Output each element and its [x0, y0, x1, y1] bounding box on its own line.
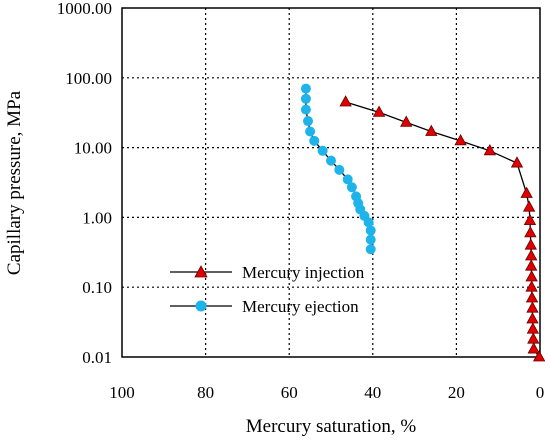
x-axis-label: Mercury saturation, % [246, 416, 417, 437]
x-tick-label: 40 [364, 383, 381, 402]
ejection-data-point [346, 182, 357, 193]
ejection-data-point [300, 104, 311, 115]
injection-data-point [527, 332, 540, 344]
injection-data-point [525, 291, 539, 303]
injection-data-point [525, 259, 538, 271]
plot-frame [121, 7, 541, 358]
ejection-data-point [303, 116, 314, 127]
ticks: 100 80 60 40 20 0 0.01 0.10 1.00 10.00 100.00 1000.… [57, 0, 545, 402]
legend: Mercury injection Mercury ejection [170, 263, 365, 316]
series [300, 83, 546, 362]
ejection-data-point [363, 217, 374, 228]
injection-data-point [425, 124, 438, 136]
ejection-data-point [317, 145, 328, 156]
y-tick-label: 1.00 [82, 208, 112, 227]
ejection-data-point [342, 174, 353, 185]
ejection-data-point [334, 164, 345, 175]
ejection-data-point [300, 93, 311, 104]
y-tick-label: 100.00 [65, 69, 112, 88]
x-tick-label: 20 [448, 383, 465, 402]
ejection-data-point [365, 234, 376, 245]
legend-injection-marker [194, 265, 208, 278]
injection-data-point [400, 115, 413, 127]
ejection-data-point [365, 244, 376, 255]
injection-data-point [510, 156, 524, 168]
injection-data-point [522, 200, 536, 212]
y-tick-label: 0.10 [82, 278, 112, 297]
x-tick-label: 0 [536, 383, 545, 402]
injection-data-point [525, 270, 538, 282]
x-tick-label: 60 [281, 383, 298, 402]
x-tick-label: 80 [197, 383, 214, 402]
ejection-data-point [365, 225, 376, 236]
ejection-data-point [305, 126, 316, 137]
injection-data-point [520, 186, 533, 198]
injection-data-point [526, 301, 539, 313]
injection-data-point [525, 280, 538, 292]
injection-data-point [523, 213, 537, 225]
y-tick-label: 1000.00 [57, 0, 112, 18]
legend-ejection-label: Mercury ejection [242, 297, 359, 316]
injection-data-point [372, 105, 386, 117]
injection-data-point [525, 249, 538, 261]
legend-injection-label: Mercury injection [242, 263, 365, 282]
x-tick-label: 100 [109, 383, 135, 402]
injection-data-point [526, 312, 539, 324]
injection-data-point [524, 226, 537, 238]
y-tick-label: 0.01 [82, 348, 112, 367]
injection-data-point [532, 350, 546, 362]
ejection-data-point [326, 155, 336, 166]
grid [122, 8, 540, 357]
y-tick-label: 10.00 [74, 139, 112, 158]
injection-data-point [524, 238, 537, 250]
injection-data-point [527, 342, 540, 354]
ejection-data-point [300, 83, 311, 94]
injection-data-point [483, 143, 497, 156]
legend-ejection-marker [195, 300, 207, 312]
injection-data-point [526, 322, 540, 334]
injection-data-point [339, 95, 352, 107]
y-axis-label: Capillary pressure, MPa [4, 90, 25, 275]
injection-data-point [454, 134, 467, 146]
ejection-data-point [309, 135, 320, 146]
